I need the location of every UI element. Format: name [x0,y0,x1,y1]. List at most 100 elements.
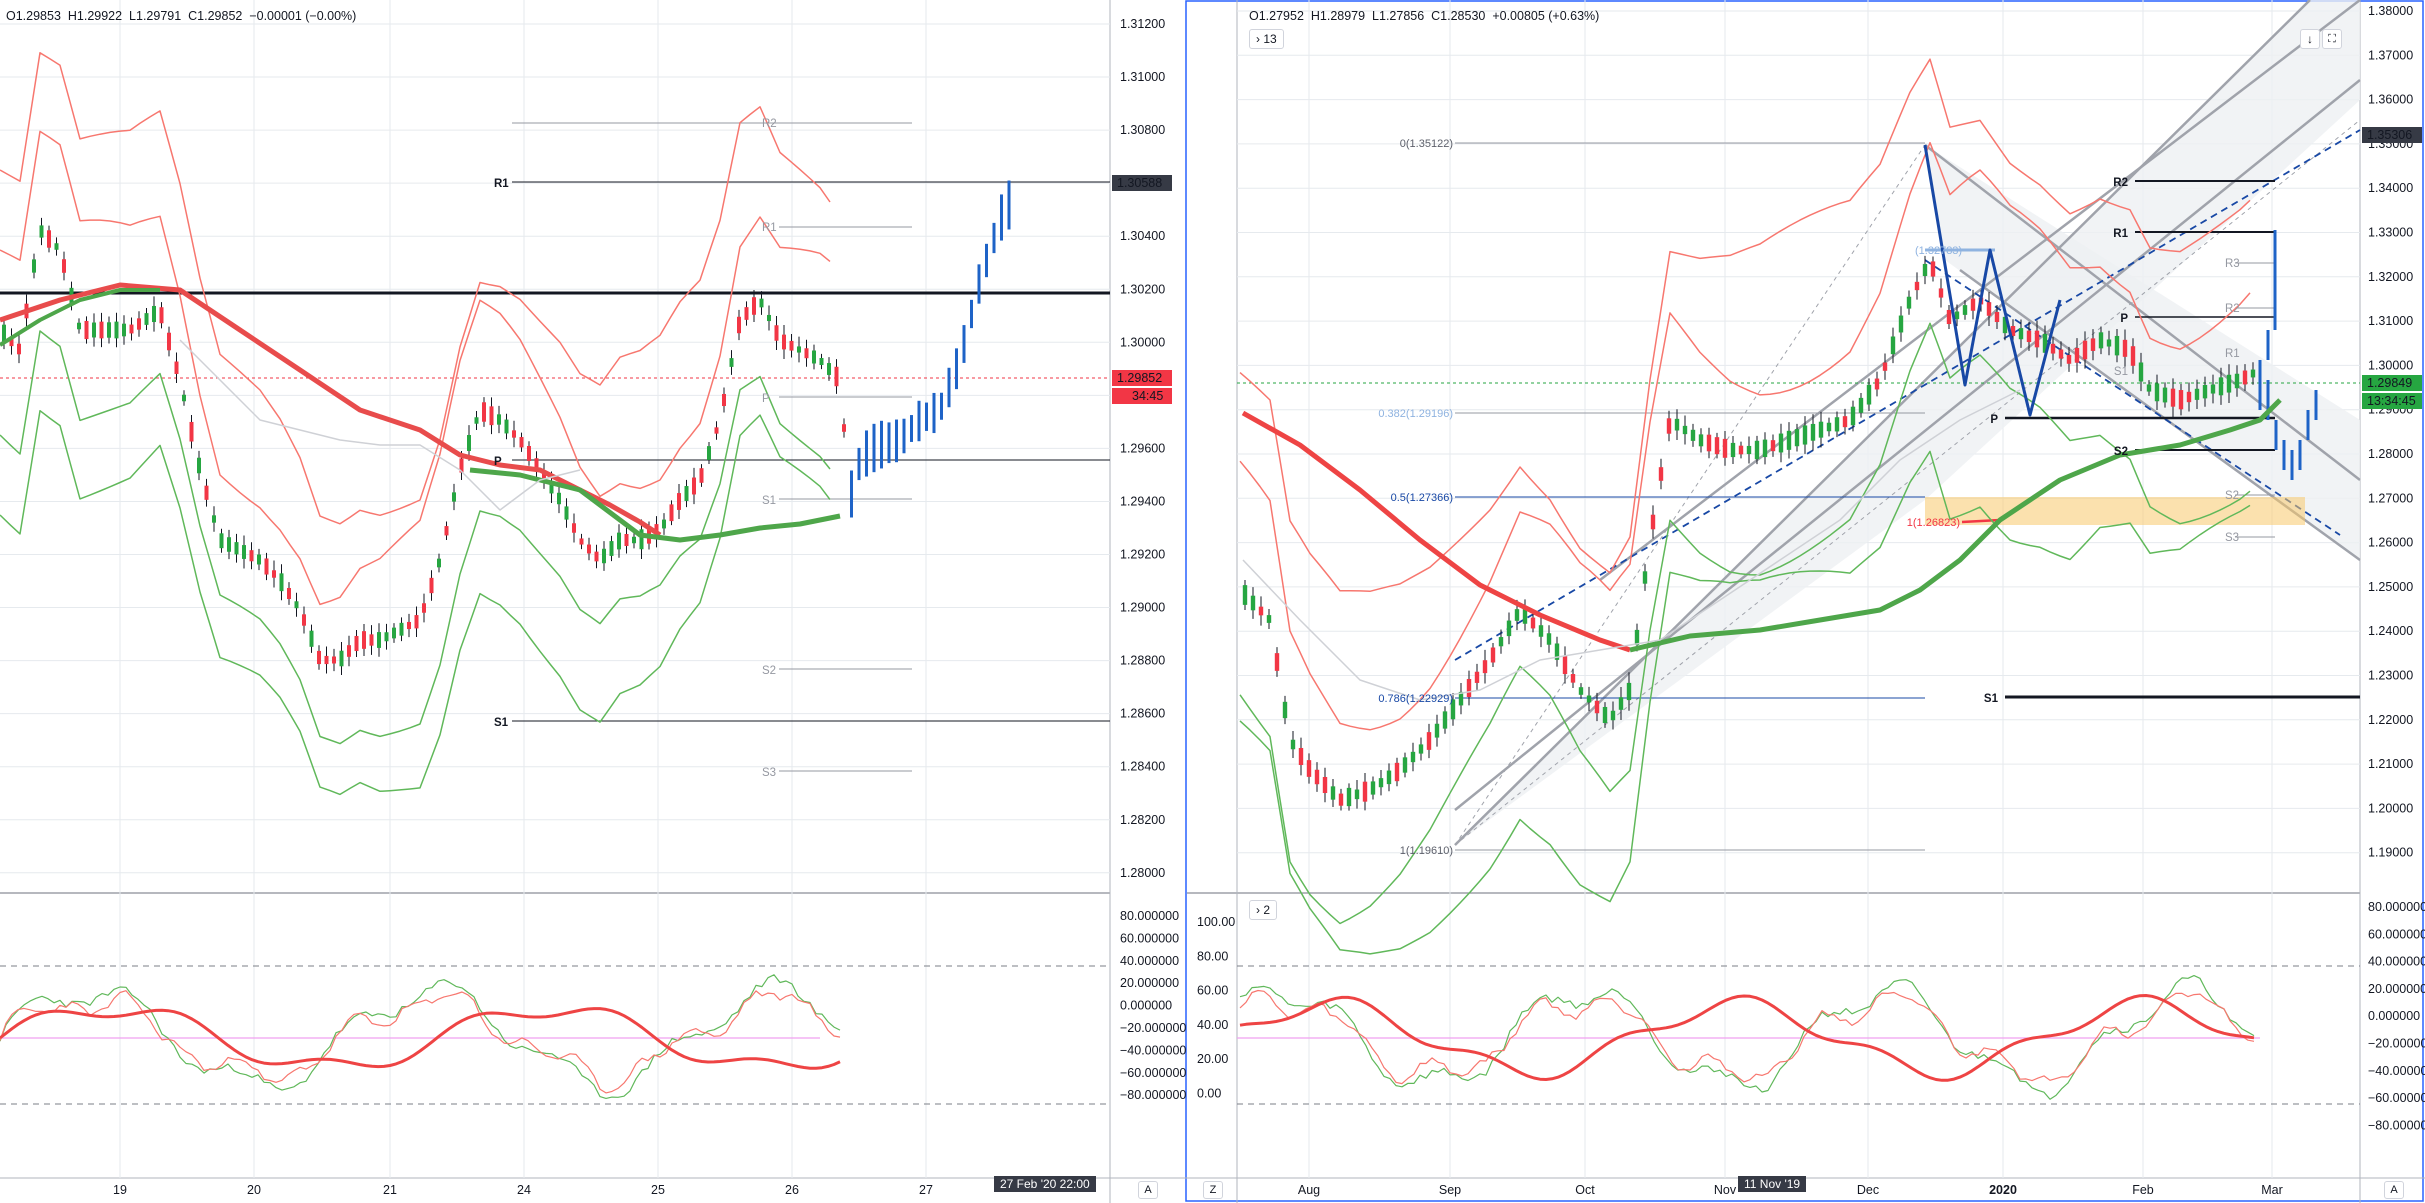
left-price-tick: 1.29200 [1120,548,1165,562]
left-candle-body [669,504,674,522]
right-candle-body [1258,606,1264,616]
right-pivot-s1s-label: S1 [2114,366,2128,378]
right-price-tick: 1.32000 [2368,270,2413,284]
right-candle-body [1610,710,1616,721]
right-candle-body [1898,315,1904,333]
right-candle-body [1906,296,1912,309]
right-ma-red [1241,410,1631,653]
right-time-tick: Mar [2261,1183,2283,1197]
left-candle-body [257,554,261,565]
right-trend-dashed [1454,129,2361,661]
left-price-tick: 1.31000 [1120,70,1165,84]
right-candle-body [1706,434,1712,452]
right-price-tick: 1.36000 [2368,93,2413,107]
left-candle-body [84,320,89,340]
right-candle-body [1514,609,1520,621]
right-osc-fast [1239,974,2255,1100]
right-candle-body [2194,388,2200,400]
indicators-collapse-button[interactable]: › 13 [1249,29,1284,49]
right-candle-body [1890,336,1896,355]
left-candle-body [684,486,689,501]
right-candle-body [1602,706,1608,724]
arrow-down-icon[interactable]: ↓ [2300,29,2320,49]
right-candle-body [2250,369,2256,378]
right-candle-body [1746,445,1752,455]
indicator-count: 13 [1263,32,1277,46]
left-candle-body [459,458,464,473]
right-auto-scale-button[interactable]: A [2384,1181,2404,1199]
right-candle-body [1394,762,1400,782]
left-osc-tick: 60.000000 [1120,931,1179,945]
right-date-tooltip: 11 Nov '19 [1738,1176,1807,1192]
left-candle-body [557,492,561,505]
right-price-marker-2: 1.29849 [2367,376,2412,390]
right-candle-body [2002,316,2008,334]
left-candle-body [564,506,569,520]
right-candle-body [1778,433,1784,453]
right-candle-body [2122,339,2128,357]
left-date-tooltip: 27 Feb '20 22:00 [994,1176,1096,1192]
right-fib-red-label: 1(1.26823) [1907,517,1960,529]
right-candle-body [1498,637,1504,647]
left-time-tick: 25 [651,1183,665,1197]
left-candle-body [774,325,779,341]
right-candle-body [1882,362,1888,371]
right-pivot-s3s-label: S3 [2225,532,2239,544]
right-open: O1.27952 [1249,9,1304,23]
left-time-tick: 19 [113,1183,127,1197]
left-candle-body [354,635,359,652]
left-candle-body [789,340,794,351]
left-price-tick: 1.28400 [1120,760,1165,774]
left-candle-body [129,324,134,334]
right-candle-body [1250,595,1256,611]
left-countdown-bg [1112,388,1172,404]
left-pivot-r1-label: R1 [494,178,509,190]
left-osc-signal [0,1007,841,1070]
right-zoom-button[interactable]: Z [1203,1181,1223,1199]
right-price-marker-2-bg [2362,375,2422,391]
right-candle-body [1818,421,1824,438]
right-candle-body [1346,787,1352,807]
left-candle-body [54,243,59,250]
right-candle-body [2098,332,2104,349]
right-candle-body [1626,682,1632,701]
right-candle-body [2042,333,2048,353]
left-pivot-s1-label: S1 [494,717,509,729]
left-candle-body [39,225,44,238]
right-candle-body [1714,437,1720,455]
left-candle-body [339,650,344,667]
right-price-tick: 1.19000 [2368,846,2413,860]
left-candle-body [309,630,314,647]
left-auto-scale-button[interactable]: A [1138,1181,1158,1199]
left-candle-body [804,348,809,359]
right-candle-body [1570,674,1576,683]
right-candle-body [1538,625,1544,637]
right-bollinger-lower [1239,322,2251,925]
left-price-tick: 1.30000 [1120,335,1165,349]
right-candle-body [2170,388,2176,407]
left-open: O1.29853 [6,9,61,23]
right-osc-right-tick: −80.000000 [2368,1118,2425,1132]
left-candle-body [242,545,246,559]
right-candle-body [1578,687,1584,695]
right-candle-body [1850,406,1856,426]
right-pivot-r2-label: R2 [2113,177,2128,189]
left-pivot-r1s-label: R1 [762,222,777,234]
right-price-tick: 1.21000 [2368,757,2413,771]
left-ma-green-start [0,288,160,347]
left-osc-tick: 20.000000 [1120,976,1179,990]
osc-collapse-button[interactable]: › 2 [1249,900,1278,920]
right-candle-body [2178,390,2184,410]
right-fib-5-label: 0.5(1.27366) [1391,492,1453,504]
left-candle-body [662,519,666,529]
left-price-tick: 1.28600 [1120,707,1165,721]
left-pivot-ps-label: P [762,393,770,405]
left-time-tick: 27 [919,1183,933,1197]
right-candle-body [1298,747,1304,766]
maximize-icon[interactable]: ⛶ [2322,29,2342,49]
left-candle-body [99,321,104,339]
left-candle-body [429,577,434,594]
right-pitchfork-upper [1924,144,2361,481]
right-pivot-r1-label: R1 [2113,228,2128,240]
right-osc-left-tick: 100.00 [1197,915,1235,929]
